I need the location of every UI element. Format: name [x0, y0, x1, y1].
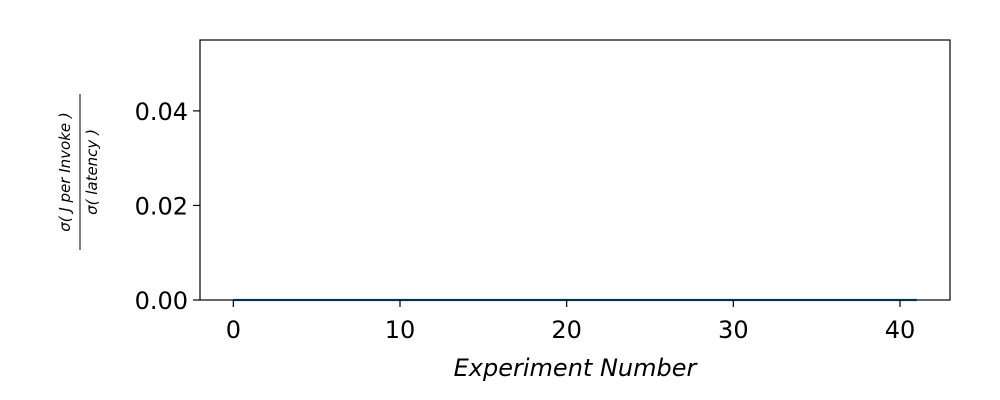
x-axis-label: Experiment Number: [454, 354, 699, 382]
y-axis-label-denominator: σ( latency ): [83, 129, 101, 215]
y-axis-ticks: 0.00 0.02 0.04: [135, 98, 200, 315]
plot-area: [200, 40, 950, 300]
y-axis-label: σ( J per Invoke ) σ( latency ): [56, 94, 101, 250]
x-tick-label: 30: [718, 316, 749, 344]
x-tick-label: 40: [885, 316, 916, 344]
x-tick-label: 20: [551, 316, 582, 344]
x-tick-label: 10: [385, 316, 416, 344]
plot-frame: [199, 39, 951, 301]
y-tick-label: 0.02: [135, 192, 188, 220]
x-tick-label: 0: [226, 316, 241, 344]
y-axis-label-numerator: σ( J per Invoke ): [56, 112, 74, 232]
y-tick-label: 0.00: [135, 287, 188, 315]
x-axis-ticks: 0 10 20 30 40: [226, 300, 916, 344]
y-tick-label: 0.04: [135, 98, 188, 126]
